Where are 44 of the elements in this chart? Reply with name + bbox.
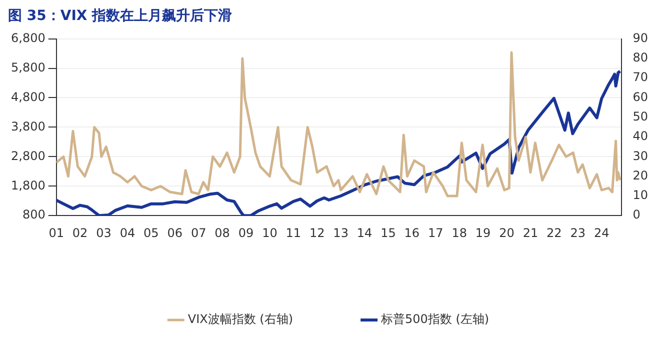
legend-label: VIX波幅指数 (右轴) [188, 312, 294, 326]
x-tick-label: 23 [570, 226, 586, 240]
y-tick-label: 6,800 [10, 30, 46, 45]
y2-tick-label: 70 [632, 70, 648, 84]
x-tick-label: 06 [167, 226, 183, 240]
x-tick-label: 02 [72, 226, 88, 240]
y2-tick-label: 30 [632, 148, 648, 163]
x-tick-label: 21 [522, 226, 538, 240]
y2-tick-label: 0 [632, 208, 640, 222]
y2-tick-label: 10 [632, 188, 648, 202]
x-tick-label: 03 [96, 226, 112, 240]
x-tick-label: 13 [333, 226, 348, 240]
x-tick-label: 07 [190, 226, 206, 240]
y-tick-label: 5,800 [10, 60, 46, 74]
y2-tick-label: 40 [632, 129, 648, 144]
y-tick-label: 2,800 [10, 148, 46, 163]
x-tick-label: 11 [286, 226, 302, 240]
x-tick-label: 01 [48, 226, 64, 240]
x-tick-label: 17 [428, 226, 444, 240]
y-tick-label: 1,800 [10, 178, 46, 192]
x-tick-label: 10 [262, 226, 278, 240]
x-tick-label: 24 [594, 226, 610, 240]
x-tick-label: 05 [144, 226, 159, 240]
x-tick-label: 20 [499, 226, 514, 240]
x-tick-label: 16 [404, 226, 420, 240]
x-tick-label: 08 [214, 226, 230, 240]
chart-title: 图 35：VIX 指数在上月飙升后下滑 [8, 7, 232, 24]
x-tick-label: 04 [120, 226, 136, 240]
x-tick-label: 19 [475, 226, 491, 240]
x-tick-label: 09 [238, 226, 254, 240]
y2-tick-label: 80 [632, 50, 648, 65]
y-tick-label: 3,800 [10, 119, 46, 134]
x-tick-label: 14 [356, 226, 372, 240]
y2-tick-label: 50 [632, 110, 648, 124]
x-tick-label: 12 [309, 226, 325, 240]
x-tick-label: 18 [452, 226, 467, 240]
y2-tick-label: 90 [632, 30, 648, 45]
x-tick-label: 22 [546, 226, 562, 240]
y2-tick-label: 20 [632, 168, 648, 182]
y2-tick-label: 60 [632, 90, 648, 104]
y-tick-label: 4,800 [10, 90, 46, 104]
y-tick-label: 800 [22, 208, 46, 222]
x-tick-label: 15 [380, 226, 396, 240]
legend-label: 标普500指数 (左轴) [380, 312, 490, 326]
